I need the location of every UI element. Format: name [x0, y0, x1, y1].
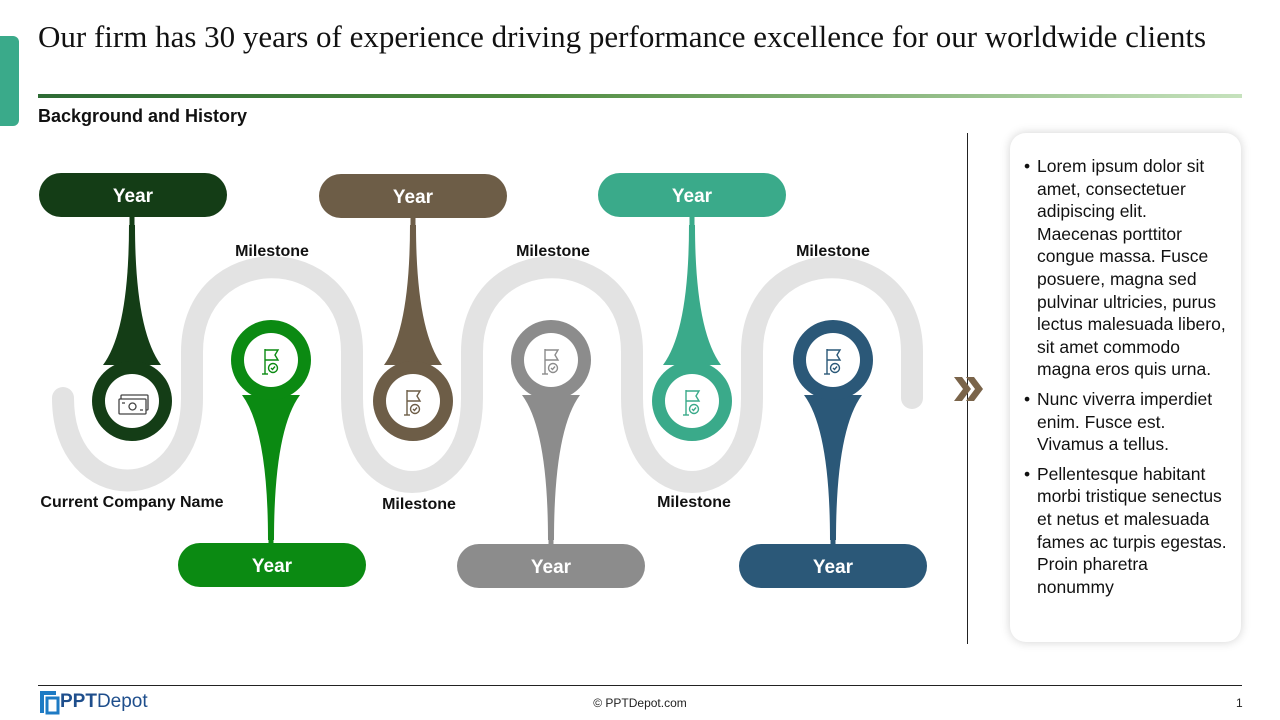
flag-icon: [824, 349, 842, 375]
bullet-list: Lorem ipsum dolor sit amet, consectetuer…: [1024, 155, 1229, 598]
pin-5: Year: [598, 173, 786, 441]
pill-2-text: Year: [252, 556, 293, 577]
pill-5-text: Year: [672, 186, 713, 207]
flag-icon: [542, 349, 560, 375]
bullet-item-1: Lorem ipsum dolor sit amet, consectetuer…: [1024, 155, 1229, 381]
pill-3-text: Year: [393, 187, 434, 208]
pin-2: Year: [178, 320, 366, 587]
flag-icon: [683, 390, 701, 416]
logo-wordmark: PPTDepot: [60, 691, 148, 712]
timeline-track: [52, 256, 923, 493]
pill-6-text: Year: [813, 557, 854, 578]
flag-icon: [262, 349, 280, 375]
bullet-item-3: Pellentesque habitant morbi tristique se…: [1024, 463, 1229, 599]
pin-3: Year: [319, 174, 507, 441]
slide-subtitle: Background and History: [38, 106, 248, 126]
label-milestone-2: Milestone: [382, 496, 456, 513]
cash-icon: [118, 394, 149, 415]
label-current-company: Current Company Name: [40, 494, 223, 511]
label-milestone-1: Milestone: [235, 243, 309, 260]
slide-title: Our firm has 30 years of experience driv…: [38, 19, 1207, 54]
footer-copyright: © PPTDepot.com: [593, 696, 687, 710]
pin-6: Year: [739, 320, 927, 588]
footer-rule: [38, 685, 1242, 686]
description-panel: Lorem ipsum dolor sit amet, consectetuer…: [1010, 133, 1241, 642]
double-chevron-icon: [954, 377, 983, 401]
label-milestone-4: Milestone: [657, 494, 731, 511]
page-number: 1: [1236, 696, 1243, 710]
footer-logo: PPTDepot: [38, 689, 148, 715]
bullet-item-2: Nunc viverra imperdiet enim. Fusce est. …: [1024, 388, 1229, 456]
label-milestone-5: Milestone: [796, 243, 870, 260]
pptdepot-logo-icon: [40, 691, 60, 715]
flag-icon: [404, 390, 422, 416]
pin-4: Year: [457, 320, 645, 588]
pill-4-text: Year: [531, 557, 572, 578]
timeline-graphic: Year Year Year: [39, 173, 927, 588]
pill-1-text: Year: [113, 186, 154, 207]
label-milestone-3: Milestone: [516, 243, 590, 260]
title-underline: [38, 94, 1242, 98]
accent-tab: [0, 36, 19, 126]
pin-1: Year: [39, 173, 227, 441]
